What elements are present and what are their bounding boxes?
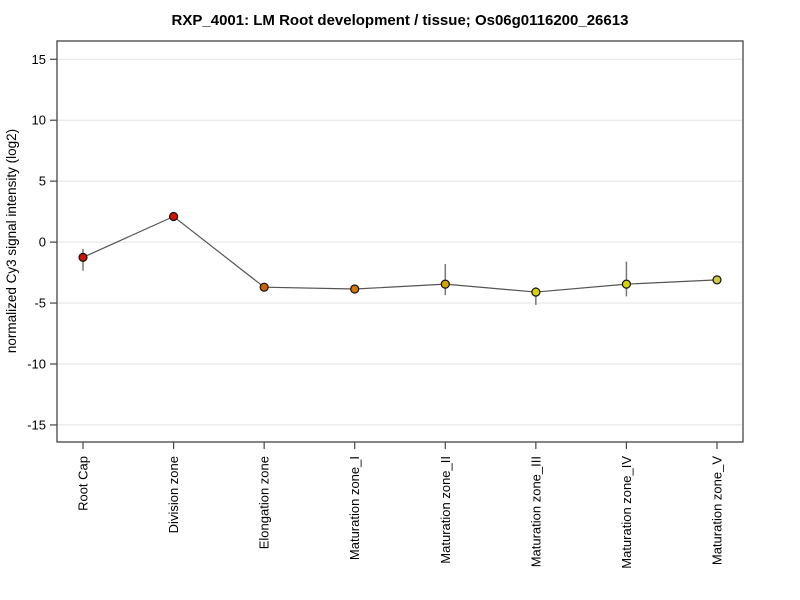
x-tick-label: Maturation zone_V <box>710 456 725 565</box>
x-tick-label: Maturation zone_I <box>347 456 362 560</box>
y-tick-label: 15 <box>32 52 46 67</box>
data-point <box>259 282 269 292</box>
data-points <box>78 211 722 297</box>
y-tick-label: 10 <box>32 113 46 128</box>
x-tick-label: Division zone <box>166 456 181 533</box>
y-tick-label: 5 <box>39 174 46 189</box>
data-point <box>712 275 722 285</box>
series-line <box>82 215 718 293</box>
data-point <box>531 287 541 297</box>
y-tick-label: -10 <box>27 356 46 371</box>
x-tick-label: Maturation zone_II <box>438 456 453 564</box>
y-tick-label: -5 <box>34 296 46 311</box>
data-point <box>440 279 450 289</box>
gridlines <box>58 58 742 426</box>
data-point <box>78 252 88 262</box>
x-tick-labels: Root Cap Division zone Elongation zone Matu… <box>76 456 725 569</box>
data-point <box>350 284 360 294</box>
series-line-group <box>82 215 718 293</box>
y-tick-label: -15 <box>27 417 46 432</box>
plot-frame <box>56 40 744 443</box>
y-tick-labels: 15 10 5 0 -5 -10 -15 <box>27 52 46 433</box>
y-axis-label: normalized Cy3 signal intensity (log2) <box>4 129 19 353</box>
chart-title: RXP_4001: LM Root development / tissue; … <box>172 12 629 29</box>
axis-ticks <box>50 58 718 449</box>
error-bars <box>82 212 718 305</box>
x-tick-label: Elongation zone <box>257 456 272 549</box>
data-point <box>168 211 179 222</box>
y-tick-label: 0 <box>39 235 46 250</box>
data-point <box>621 279 632 289</box>
x-tick-label: Maturation zone_IV <box>619 456 634 569</box>
x-tick-label: Maturation zone_III <box>528 456 543 567</box>
x-tick-label: Root Cap <box>76 456 91 511</box>
